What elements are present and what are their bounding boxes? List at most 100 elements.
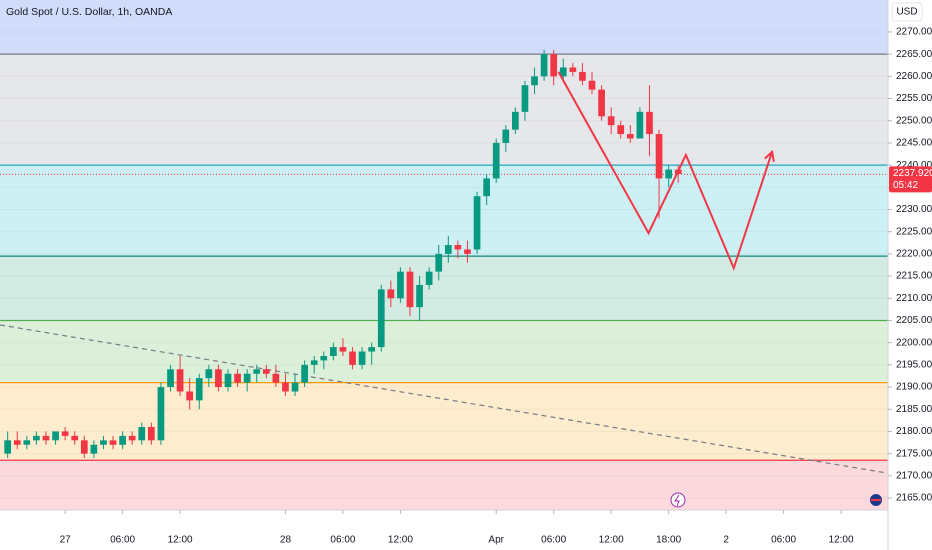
chart-title: Gold Spot / U.S. Dollar, 1h, OANDA [6, 6, 172, 18]
candle-body [138, 426, 146, 441]
y-tick-label: 2185.000 [896, 404, 932, 415]
candle-body [205, 369, 213, 379]
candle-body [598, 89, 605, 117]
y-tick-label: 2170.000 [896, 470, 932, 481]
candle-body [607, 116, 615, 126]
candle-body [186, 391, 194, 401]
candle-body [655, 134, 663, 179]
event-icon[interactable] [670, 492, 686, 508]
candle-body [492, 142, 500, 179]
zone [0, 320, 888, 383]
zone [0, 0, 888, 55]
candle-body [588, 80, 596, 90]
candle-body [521, 85, 529, 112]
y-tick-label: 2225.000 [896, 226, 932, 237]
candle-body [215, 369, 222, 388]
candle-body [148, 426, 155, 441]
candle-body [224, 373, 232, 388]
candle-body [330, 347, 337, 356]
candle-body [310, 360, 318, 365]
candle-body [23, 440, 31, 445]
candle-body [512, 111, 519, 130]
x-tick-label: 06:00 [330, 535, 355, 546]
candle-body [61, 431, 69, 436]
plot-area [0, 0, 889, 510]
candle-body [4, 440, 12, 454]
x-tick-label: 12:00 [599, 535, 624, 546]
y-tick-label: 2200.000 [896, 337, 932, 348]
x-tick-label: 06:00 [771, 535, 796, 546]
y-tick-label: 2260.000 [896, 71, 932, 82]
candle-body [157, 387, 165, 441]
candle-body [176, 369, 184, 392]
x-tick-label: 2 [723, 535, 729, 546]
candle-body [531, 76, 538, 86]
currency: USD [896, 7, 917, 18]
candle-body [13, 440, 21, 445]
candle-body [416, 284, 423, 308]
candle-body [579, 71, 586, 81]
candle-body [435, 253, 443, 272]
candle-body [262, 369, 270, 374]
candle-body [397, 271, 404, 299]
arrow-head [764, 149, 775, 162]
candle-body [406, 271, 414, 308]
y-tick-label: 2220.000 [896, 249, 932, 260]
candle-body [272, 373, 280, 383]
candle-body [349, 351, 356, 365]
x-tick-label: 06:00 [110, 535, 135, 546]
zone [0, 460, 888, 510]
y-tick-label: 2205.000 [896, 315, 932, 326]
x-tick-label: 28 [280, 535, 292, 546]
x-tick-label: 27 [60, 535, 72, 546]
countdown: 05:42 [893, 180, 918, 191]
candle-body [646, 111, 653, 135]
x-tick-label: 12:00 [168, 535, 193, 546]
y-tick-label: 2255.000 [896, 93, 932, 104]
trend-line [0, 324, 889, 474]
candle-body [540, 54, 548, 77]
candle-body [483, 178, 490, 197]
candle-body [377, 289, 385, 348]
candle-body [550, 54, 558, 77]
y-tick-label: 2265.000 [896, 49, 932, 60]
y-tick-label: 2190.000 [896, 382, 932, 393]
candle-body [368, 347, 376, 352]
y-tick-label: 2175.000 [896, 448, 932, 459]
zone [0, 256, 888, 321]
candle-body [569, 67, 577, 72]
candle-body [559, 67, 567, 77]
last-price-label: 2237.920 [893, 168, 932, 179]
candle-body [358, 351, 366, 365]
candle-body [464, 249, 471, 254]
x-tick-label: 12:00 [829, 535, 854, 546]
price-axis-bg [888, 0, 932, 550]
candle-body [42, 435, 50, 441]
candle-body [167, 369, 174, 388]
y-tick-label: 2180.000 [896, 426, 932, 437]
candle-body [243, 373, 251, 383]
candle-body [128, 435, 136, 441]
candle-body [425, 271, 433, 285]
candle-body [282, 382, 289, 392]
candle-body [291, 382, 299, 392]
candle-body [626, 134, 634, 139]
candle-body [234, 373, 241, 383]
candle-body [473, 196, 481, 250]
x-tick-label: 06:00 [541, 535, 566, 546]
y-tick-label: 2230.000 [896, 204, 932, 215]
event-icon-glyph [674, 494, 680, 507]
y-tick-label: 2210.000 [896, 293, 932, 304]
candle-body [301, 364, 308, 383]
candle-body [90, 444, 98, 454]
candle-body [502, 129, 510, 143]
currency-box[interactable] [891, 2, 923, 22]
x-tick-label: 18:00 [656, 535, 681, 546]
candle-body [80, 440, 88, 454]
candle-body [636, 111, 644, 139]
y-tick-label: 2215.000 [896, 271, 932, 282]
candle-body [444, 245, 452, 254]
y-tick-label: 2240.000 [896, 160, 932, 171]
x-tick-label: 12:00 [388, 535, 413, 546]
